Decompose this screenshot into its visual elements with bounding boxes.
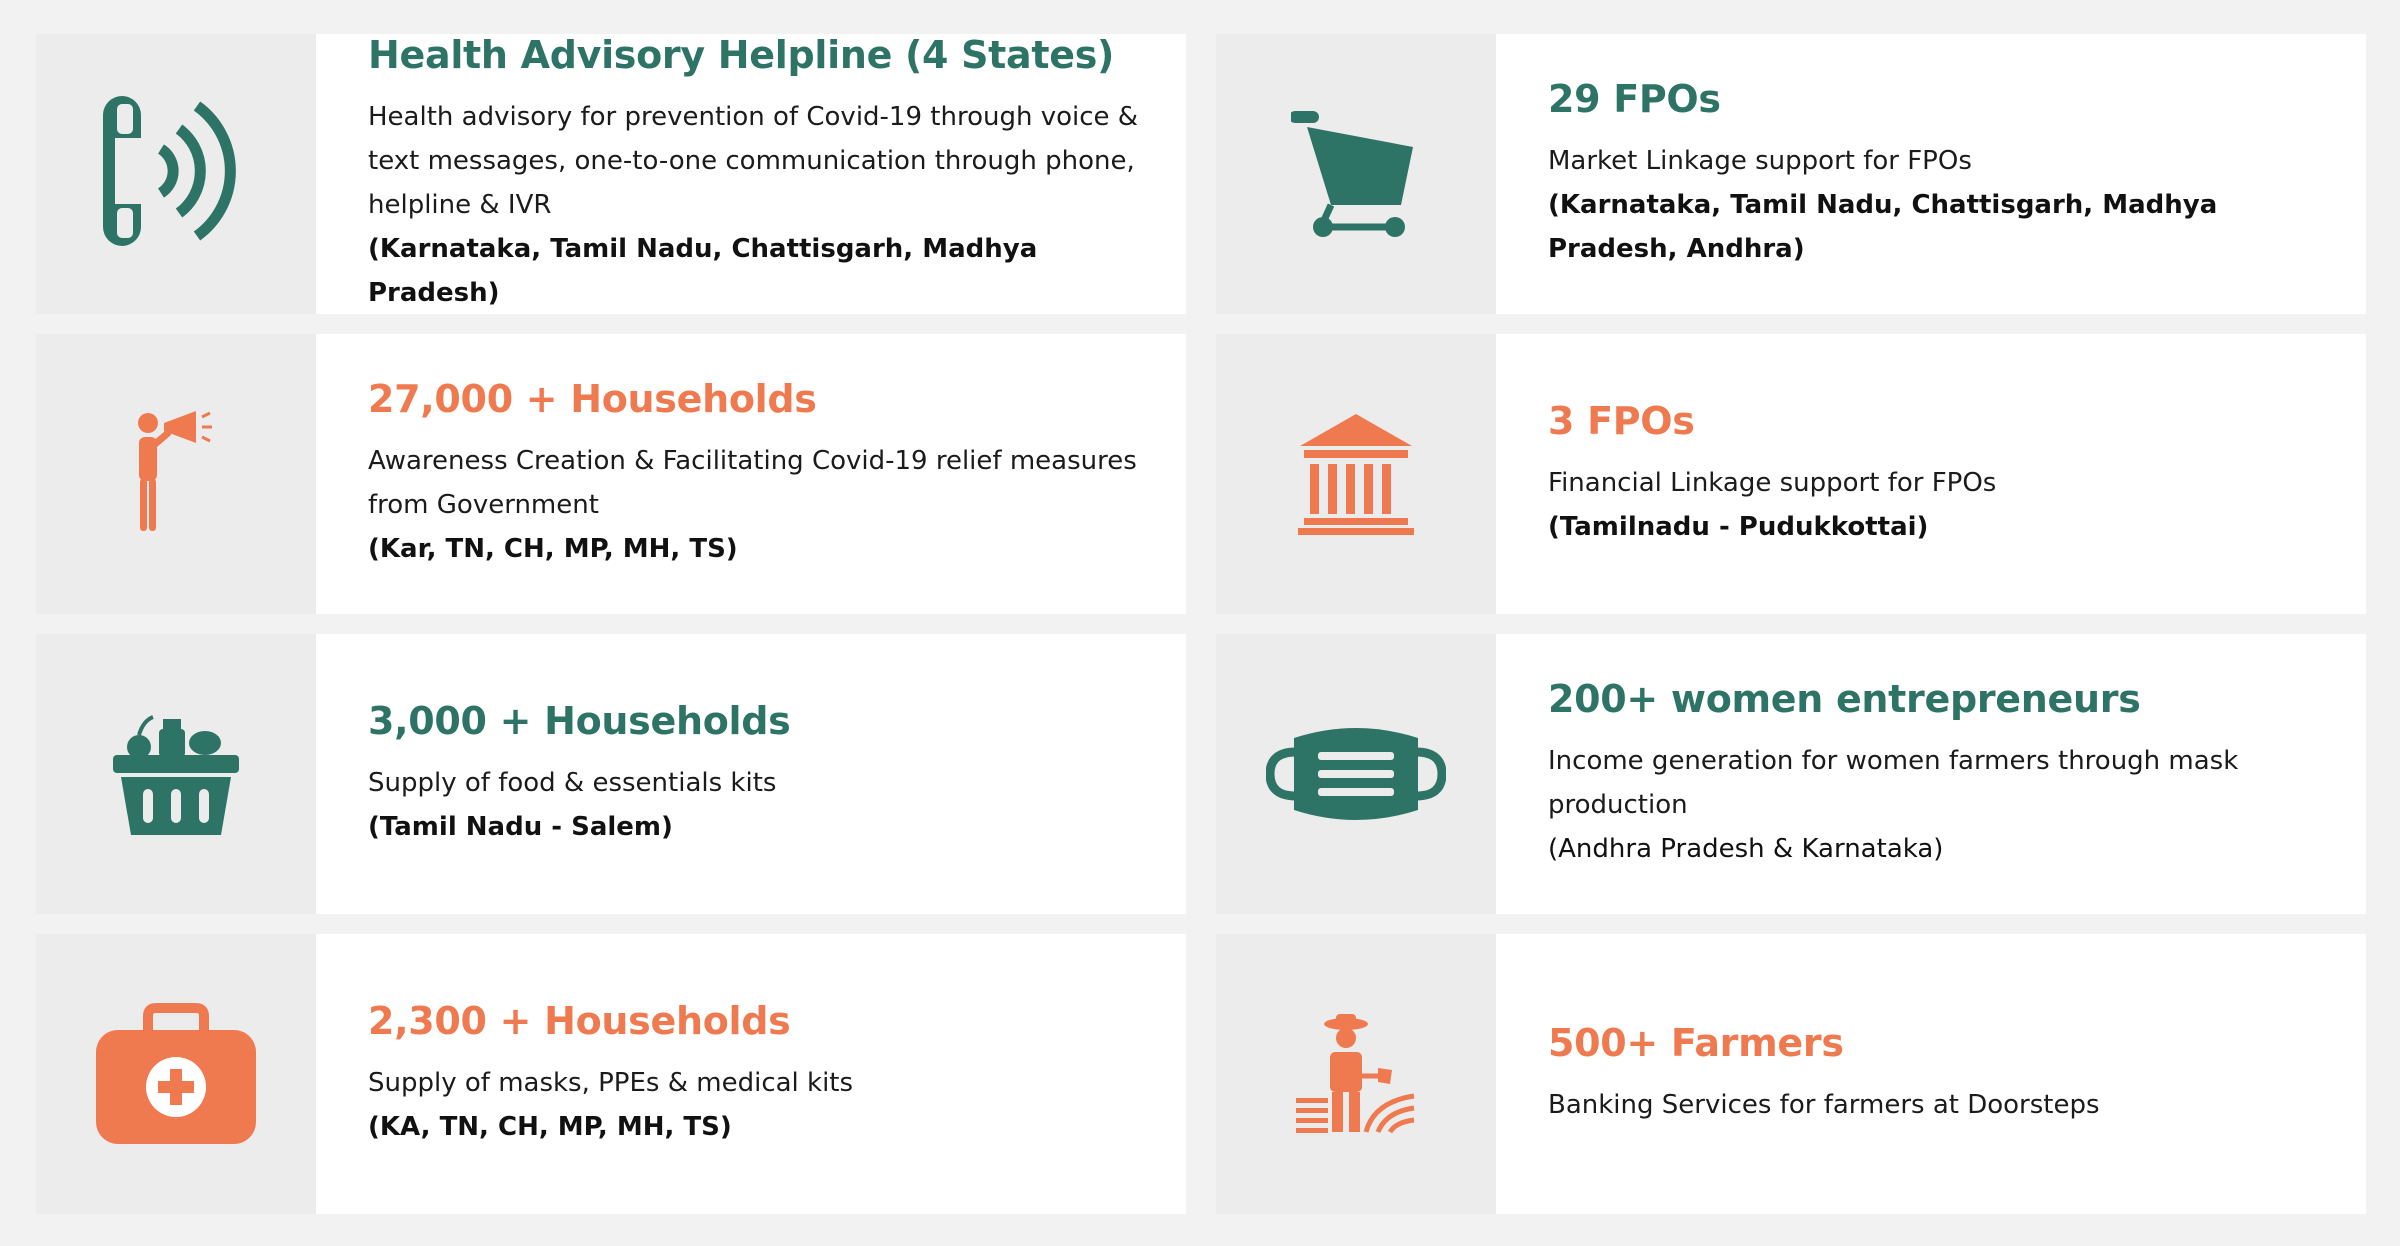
card-title: 29 FPOs: [1548, 77, 1721, 122]
icon-panel: [1216, 334, 1496, 614]
card-region: (Karnataka, Tamil Nadu, Chattisgarh, Mad…: [1548, 189, 2218, 264]
card-food-kits: 3,000 + Households Supply of food & esse…: [36, 634, 1186, 914]
icon-panel: [36, 934, 316, 1214]
card-farmers: 500+ Farmers Banking Services for farmer…: [1216, 934, 2366, 1214]
icon-panel: [36, 34, 316, 314]
card-region: (Karnataka, Tamil Nadu, Chattisgarh, Mad…: [368, 233, 1038, 308]
card-women-entrepreneurs: 200+ women entrepreneurs Income generati…: [1216, 634, 2366, 914]
card-region: (Kar, TN, CH, MP, MH, TS): [368, 533, 738, 564]
card-region: (Andhra Pradesh & Karnataka): [1548, 833, 1944, 864]
card-fpo-market: 29 FPOs Market Linkage support for FPOs …: [1216, 34, 2366, 314]
card-title: 3 FPOs: [1548, 399, 1695, 444]
card-region: (KA, TN, CH, MP, MH, TS): [368, 1111, 732, 1142]
card-region: (Tamil Nadu - Salem): [368, 811, 673, 842]
card-region: (Tamilnadu - Pudukkottai): [1548, 511, 1929, 542]
card-awareness: 27,000 + Households Awareness Creation &…: [36, 334, 1186, 614]
icon-panel: [36, 334, 316, 614]
medical-kit-icon: [96, 1003, 256, 1144]
megaphone-person-icon: [138, 411, 212, 531]
icon-panel: [1216, 934, 1496, 1214]
phone-helpline-icon: [103, 96, 236, 246]
card-title: 200+ women entrepreneurs: [1548, 677, 2141, 722]
card-title: 3,000 + Households: [368, 699, 791, 744]
card-description: Banking Services for farmers at Doorstep…: [1548, 1089, 2100, 1120]
shopping-cart-icon: [1291, 111, 1413, 237]
bank-building-icon: [1298, 414, 1414, 535]
card-health-helpline: Health Advisory Helpline (4 States) Heal…: [36, 34, 1186, 314]
card-title: 2,300 + Households: [368, 999, 791, 1044]
card-description: Health advisory for prevention of Covid-…: [368, 101, 1139, 220]
card-title: Health Advisory Helpline (4 States): [368, 34, 1115, 78]
card-fpo-financial: 3 FPOs Financial Linkage support for FPO…: [1216, 334, 2366, 614]
card-medical-kits: 2,300 + Households Supply of masks, PPEs…: [36, 934, 1186, 1214]
face-mask-icon: [1266, 728, 1446, 820]
food-basket-icon: [113, 715, 239, 835]
farmer-icon: [1296, 1014, 1415, 1134]
card-description: Supply of masks, PPEs & medical kits: [368, 1067, 854, 1098]
card-description: Supply of food & essentials kits: [368, 767, 777, 798]
card-description: Market Linkage support for FPOs: [1548, 145, 1972, 176]
card-description: Financial Linkage support for FPOs: [1548, 467, 1997, 498]
icon-panel: [36, 634, 316, 914]
icon-panel: [1216, 34, 1496, 314]
card-title: 500+ Farmers: [1548, 1021, 1844, 1066]
card-description: Awareness Creation & Facilitating Covid-…: [368, 445, 1137, 520]
card-description: Income generation for women farmers thro…: [1548, 745, 2239, 820]
impact-grid: Health Advisory Helpline (4 States) Heal…: [36, 34, 2366, 1214]
card-title: 27,000 + Households: [368, 377, 817, 422]
icon-panel: [1216, 634, 1496, 914]
